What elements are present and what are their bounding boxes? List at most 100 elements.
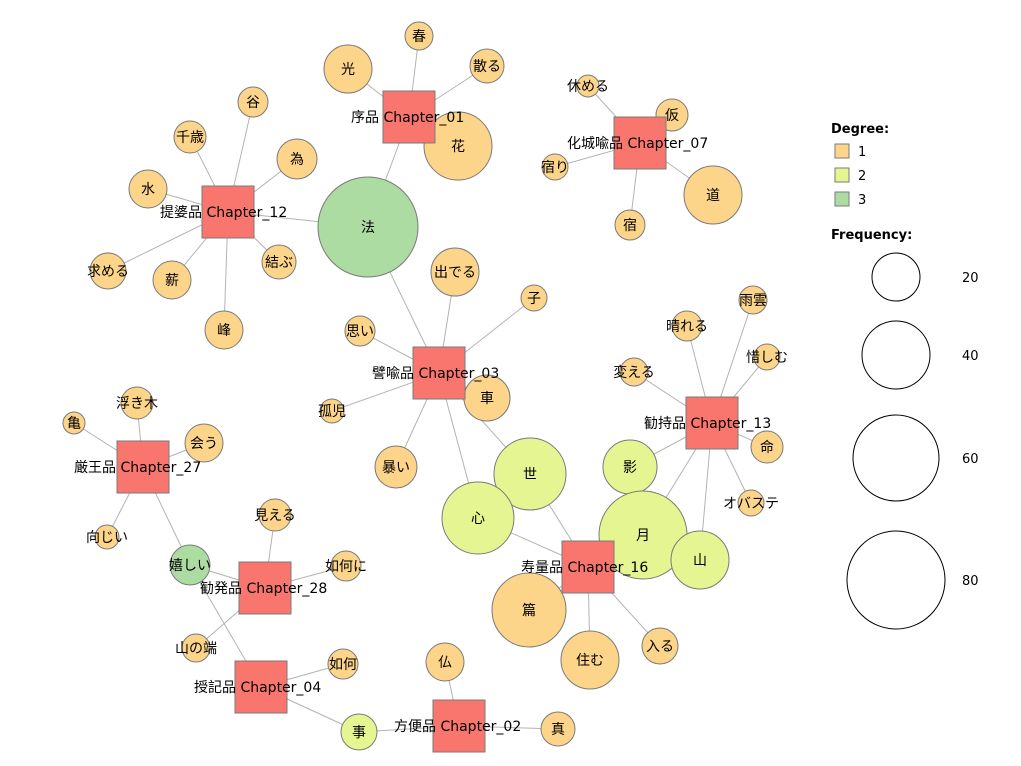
word-node: 法 [317,176,419,278]
chapter-label: 寿量品 Chapter_16 [521,559,648,576]
word-node: 如何に [325,550,367,582]
word-node: 求める [87,252,129,290]
word-node: 仏 [425,642,465,682]
word-circle [181,633,211,663]
word-node: 晴れる [666,310,708,342]
word-label: 薪 [165,273,179,289]
degree-legend-keys: 1 2 3 [834,143,866,208]
word-circle [753,343,781,371]
word-label: 光 [341,62,355,78]
frequency-legend-circle [861,320,931,390]
word-circle [671,310,703,342]
word-circle [330,550,362,582]
word-label: 嬉しい [169,558,211,574]
word-node: 真 [540,711,576,747]
word-label: 求める [87,264,129,280]
word-label: 月 [636,528,650,544]
word-node: 浮き木 [116,386,158,420]
word-node: 薪 [152,260,192,300]
degree-legend-swatch [834,143,850,159]
word-label: 子 [527,291,541,307]
chapter-node: 勧発品 Chapter_28 [200,561,327,615]
degree-legend-swatch [834,191,850,207]
word-label: 住む [576,653,604,669]
word-node: 山の端 [175,633,217,663]
word-label: 休める [567,79,609,95]
word-label: 出でる [434,265,476,281]
word-circle [169,544,211,586]
word-circle [491,572,567,648]
word-circle [404,21,434,51]
chapter-square [432,699,486,753]
word-circle [89,252,127,290]
word-node: 休める [567,74,609,98]
word-label: 宿 [623,217,637,234]
frequency-legend-circle [846,530,946,630]
word-label: 車 [480,390,494,407]
word-node: オバステ [723,489,779,517]
word-node: 住む [560,630,620,690]
word-label: 山 [693,553,707,569]
word-circle [317,176,419,278]
word-node: 花 [423,111,493,181]
word-label: 雨雲 [739,293,767,309]
word-label: 春 [412,29,426,45]
word-node: 子 [520,284,548,312]
word-label: 道 [706,188,720,204]
word-circle [493,437,567,511]
word-node: 水 [128,169,168,209]
word-node: 車 [463,374,511,422]
word-circle [738,285,768,315]
word-label: 如何に [325,559,367,575]
word-label: 如何 [329,657,357,673]
word-circle [323,44,373,94]
word-label: 孤児 [318,404,346,420]
chapter-label: 厳王品 Chapter_27 [74,460,201,476]
frequency-legend-label: 60 [962,452,979,467]
chapter-square [685,396,739,450]
word-circle [541,153,569,181]
word-circle [425,642,465,682]
word-label: 花 [451,139,465,155]
chapter-node: 厳王品 Chapter_27 [74,440,201,494]
word-circle [261,244,297,280]
word-label: 向じい [86,530,128,546]
word-node: 心 [441,481,515,555]
word-node: 亀 [62,411,86,435]
chapter-node: 勧持品 Chapter_13 [644,396,771,450]
word-node: 世 [493,437,567,511]
word-label: 見える [254,508,296,524]
degree-legend-label: 2 [858,169,866,184]
word-circle [237,86,269,118]
word-circle [120,386,154,420]
chapter-square [116,440,170,494]
degree-legend-title: Degree: [831,122,889,137]
word-label: 散る [473,59,501,75]
word-node: 惜しむ [746,343,788,371]
chapter-square [234,660,288,714]
word-label: 法 [361,220,375,236]
word-label: 事 [352,725,366,741]
word-circle [641,627,679,665]
chapter-label: 授記品 Chapter_04 [194,679,321,696]
chapter-square [613,116,667,170]
chapter-square [412,346,466,400]
word-label: 浮き木 [116,396,158,412]
word-label: 峰 [217,323,231,339]
word-node: 峰 [204,310,244,350]
word-circle [94,524,120,550]
word-circle [62,411,86,435]
word-circle [340,713,378,751]
word-circle [152,260,192,300]
word-circle [737,489,765,517]
word-label: 千歳 [176,130,204,146]
word-circle [344,315,376,347]
word-circle [560,630,620,690]
word-circle [540,711,576,747]
word-label: 惜しむ [746,350,788,366]
chapter-node: 提婆品 Chapter_12 [160,185,287,239]
word-circle [683,165,743,225]
word-circle [619,357,649,387]
frequency-legend-title: Frequency: [831,228,912,243]
word-label: 宿り [541,159,569,176]
